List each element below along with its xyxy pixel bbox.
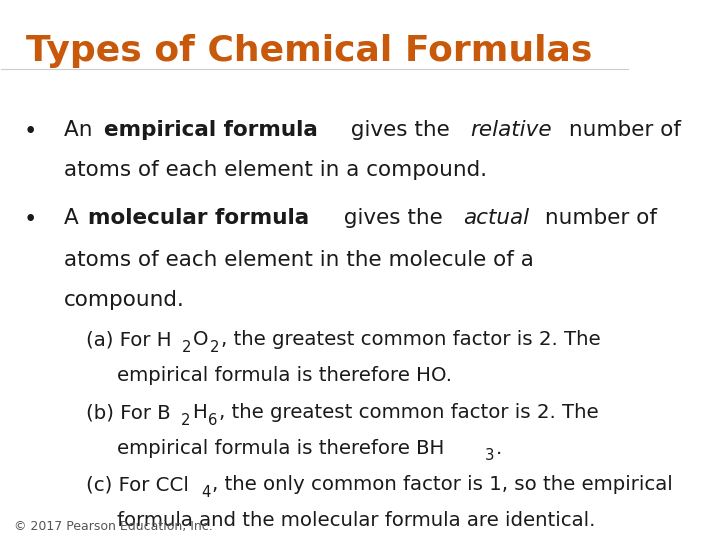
Text: •: • — [23, 119, 37, 143]
Text: 3: 3 — [485, 448, 495, 463]
Text: gives the: gives the — [344, 119, 456, 139]
Text: (c) For CCl: (c) For CCl — [86, 475, 189, 494]
Text: .: . — [496, 438, 502, 458]
Text: actual: actual — [464, 208, 530, 228]
Text: 4: 4 — [202, 485, 211, 500]
Text: (b) For B: (b) For B — [86, 403, 171, 422]
Text: empirical formula is therefore HO.: empirical formula is therefore HO. — [117, 366, 452, 384]
Text: 2: 2 — [181, 413, 191, 428]
Text: H: H — [192, 403, 207, 422]
Text: © 2017 Pearson Education, Inc.: © 2017 Pearson Education, Inc. — [14, 520, 212, 533]
Text: •: • — [23, 208, 37, 231]
Text: number of: number of — [538, 208, 657, 228]
Text: A: A — [64, 208, 86, 228]
Text: , the greatest common factor is 2. The: , the greatest common factor is 2. The — [221, 330, 600, 349]
Text: atoms of each element in a compound.: atoms of each element in a compound. — [64, 160, 487, 180]
Text: , the only common factor is 1, so the empirical: , the only common factor is 1, so the em… — [212, 475, 673, 494]
Text: 2: 2 — [182, 340, 192, 355]
Text: Types of Chemical Formulas: Types of Chemical Formulas — [27, 33, 593, 68]
Text: molecular formula: molecular formula — [89, 208, 310, 228]
Text: empirical formula is therefore BH: empirical formula is therefore BH — [117, 438, 445, 458]
Text: (a) For H: (a) For H — [86, 330, 171, 349]
Text: atoms of each element in the molecule of a: atoms of each element in the molecule of… — [64, 249, 534, 269]
Text: number of: number of — [562, 119, 681, 139]
Text: O: O — [193, 330, 208, 349]
Text: , the greatest common factor is 2. The: , the greatest common factor is 2. The — [219, 403, 599, 422]
Text: 6: 6 — [209, 413, 218, 428]
Text: formula and the molecular formula are identical.: formula and the molecular formula are id… — [117, 511, 595, 530]
Text: empirical formula: empirical formula — [104, 119, 318, 139]
Text: gives the: gives the — [337, 208, 449, 228]
Text: An: An — [64, 119, 99, 139]
Text: relative: relative — [471, 119, 552, 139]
Text: 2: 2 — [210, 340, 220, 355]
Text: compound.: compound. — [64, 291, 185, 310]
